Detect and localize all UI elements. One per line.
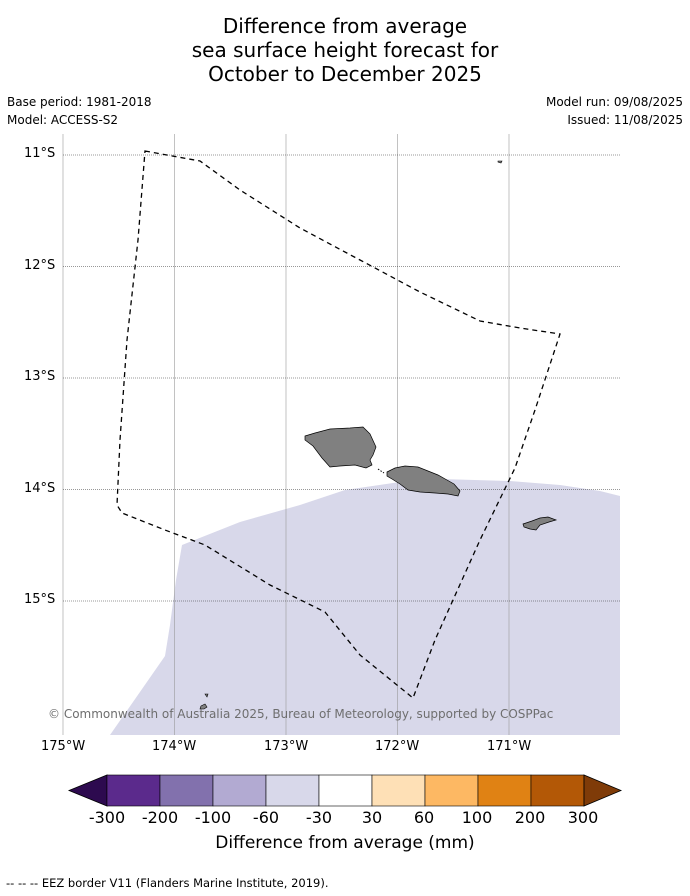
lat-label-15s: 15°S	[24, 592, 56, 607]
colorbar-bin	[265, 774, 320, 807]
colorbar-bin	[106, 774, 161, 807]
chart-title: Difference from average sea surface heig…	[0, 14, 690, 86]
colorbar-extend-max	[583, 774, 623, 807]
colorbar-bin	[530, 774, 585, 807]
small-islet-south	[199, 703, 208, 710]
colorbar-label: 100	[461, 808, 493, 827]
lon-label-174w: 174°W	[152, 739, 197, 754]
lat-label-12s: 12°S	[24, 258, 56, 273]
colorbar-extend-min	[67, 774, 108, 807]
title-line-2: sea surface height forecast for	[191, 38, 499, 62]
colorbar-bin	[424, 774, 479, 807]
lat-label-13s: 13°S	[24, 369, 56, 384]
copyright-notice: © Commonwealth of Australia 2025, Bureau…	[48, 707, 554, 721]
model-name: Model: ACCESS-S2	[7, 113, 119, 127]
colorbar-bin	[318, 774, 373, 807]
colorbar-label: -100	[194, 808, 232, 827]
title-line-1: Difference from average	[222, 14, 468, 38]
anomaly-region	[110, 479, 620, 735]
latitude-gridlines	[63, 154, 620, 602]
lon-label-173w: 173°W	[264, 739, 309, 754]
lat-label-14s: 14°S	[24, 481, 56, 496]
colorbar-label: -200	[141, 808, 179, 827]
issued-date: Issued: 11/08/2025	[567, 113, 683, 127]
small-islet-south-b	[204, 693, 209, 698]
lon-label-172w: 172°W	[375, 739, 420, 754]
colorbar-label: 200	[514, 808, 546, 827]
colorbar-label: 30	[361, 808, 383, 827]
colorbar-title: Difference from average (mm)	[215, 833, 475, 853]
longitude-gridlines	[62, 134, 510, 735]
base-period: Base period: 1981-2018	[7, 95, 152, 109]
colorbar-bin	[477, 774, 532, 807]
lon-label-175w: 175°W	[41, 739, 86, 754]
colorbar-label: -30	[305, 808, 333, 827]
lon-label-171w: 171°W	[487, 739, 532, 754]
colorbar-bin	[371, 774, 426, 807]
title-line-3: October to December 2025	[208, 62, 482, 86]
apolima-islet	[377, 468, 385, 474]
colorbar-bin	[159, 774, 214, 807]
tutuila-island	[522, 516, 558, 531]
savaii-island	[304, 426, 377, 469]
colorbar-label: 60	[413, 808, 435, 827]
model-run: Model run: 09/08/2025	[545, 95, 683, 109]
colorbar	[67, 774, 623, 807]
eez-border	[116, 150, 561, 700]
colorbar-label: -300	[88, 808, 126, 827]
colorbar-label: 300	[567, 808, 599, 827]
small-islet-north	[497, 160, 503, 164]
upolu-island	[386, 465, 461, 497]
eez-legend-note: -- -- -- EEZ border V11 (Flanders Marine…	[6, 876, 329, 890]
colorbar-bin	[212, 774, 267, 807]
lat-label-11s: 11°S	[24, 146, 56, 161]
colorbar-label: -60	[252, 808, 280, 827]
